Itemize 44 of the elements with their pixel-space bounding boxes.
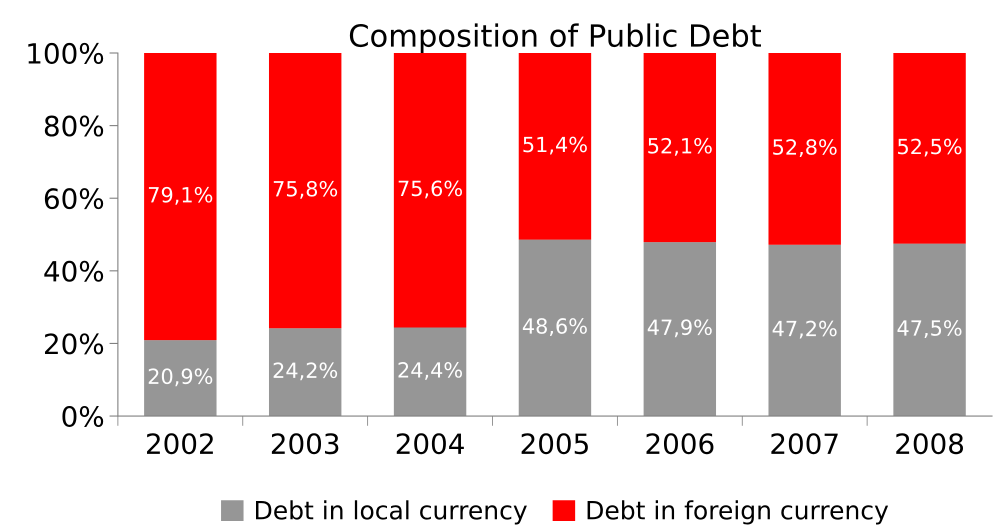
data-label: 24,2% <box>274 362 338 380</box>
chart-title: Composition of Public Debt <box>350 23 761 53</box>
bar <box>268 328 342 416</box>
data-label: 51,4% <box>523 136 587 154</box>
data-label: 47,2% <box>772 320 837 339</box>
x-tick-label: 2003 <box>272 433 338 454</box>
y-tick-label: 40% <box>44 260 104 282</box>
bar <box>394 53 466 328</box>
bar <box>518 240 592 416</box>
bar <box>768 244 841 416</box>
data-label: 75,6% <box>398 180 462 198</box>
bar <box>268 53 342 328</box>
data-label: 79,1% <box>148 186 212 205</box>
data-label: 47,9% <box>648 319 712 338</box>
legend-label: Debt in local currency <box>256 500 527 524</box>
x-tick-label: 2004 <box>396 433 464 454</box>
y-tick-label: 60% <box>44 188 104 210</box>
legend-label: Debt in foreign currency <box>588 500 888 524</box>
data-label: 52,1% <box>648 138 712 156</box>
data-label: 24,4% <box>398 362 462 380</box>
y-tick-label: 80% <box>44 116 104 137</box>
data-label: 47,5% <box>897 320 962 338</box>
data-label: 20,9% <box>148 368 212 386</box>
x-tick-label: 2005 <box>522 433 588 454</box>
x-tick-label: 2002 <box>147 433 213 454</box>
y-tick-label: 100% <box>28 42 104 64</box>
y-tick-label: 20% <box>44 333 104 354</box>
y-tick-label: 0% <box>62 406 104 427</box>
data-label: 52,5% <box>898 138 962 156</box>
data-label: 75,8% <box>274 180 338 199</box>
x-tick-label: 2006 <box>646 433 714 454</box>
bar <box>768 53 841 245</box>
data-label: 48,6% <box>522 318 587 336</box>
bar <box>893 244 966 416</box>
bar <box>518 53 592 240</box>
bar <box>394 327 466 416</box>
x-tick-label: 2008 <box>896 433 964 454</box>
bar <box>144 340 217 416</box>
bar <box>644 242 716 416</box>
x-tick-label: 2007 <box>771 433 838 454</box>
bar <box>644 53 716 242</box>
bar <box>144 53 217 340</box>
data-label: 52,8% <box>773 139 837 158</box>
bar <box>893 53 966 244</box>
